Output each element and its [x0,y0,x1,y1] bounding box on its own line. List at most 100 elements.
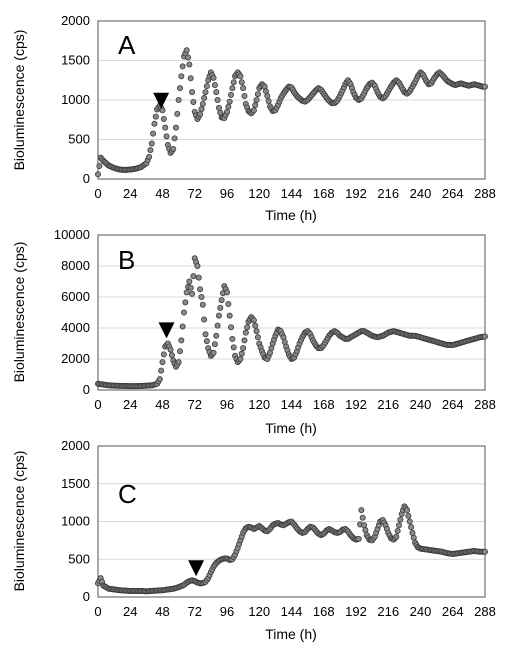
x-tick-labels: 0 24 48 72 96 120 144 168 192 216 240 264 288 [94,186,495,201]
data-point [186,61,193,68]
x-axis-title: Time (h) [265,207,317,223]
x-tick-label: 24 [123,604,137,619]
data-point [211,341,218,348]
data-point [210,74,217,81]
x-tick-label: 96 [220,604,234,619]
data-point [202,89,209,96]
data-series [95,255,488,390]
triangle-marker [158,322,175,339]
data-point [214,97,221,104]
x-tick-label: 216 [377,604,399,619]
data-point [189,89,196,96]
data-point [197,111,204,118]
data-point [195,274,202,281]
data-point [172,124,179,131]
data-point [150,130,157,137]
y-tick-label: 500 [68,551,90,566]
data-point [190,273,197,280]
data-point [189,290,196,297]
data-point [190,98,197,105]
data-point [218,297,225,304]
y-tick-label: 500 [68,132,90,147]
y-tick-label: 0 [83,382,90,397]
data-point [211,81,218,88]
data-point [198,106,205,113]
y-tick-label: 1500 [61,53,90,68]
x-tick-label: 216 [377,186,399,201]
data-point [171,135,178,142]
data-point [238,350,245,357]
panel-a: 0 500 1000 1500 2000 0 24 48 72 96 120 144 168 192 21… [11,13,496,223]
data-point [202,331,209,338]
data-point [163,133,170,140]
panel-label: A [118,30,136,60]
y-axis-title: Bioluminescence (cps) [11,242,27,383]
data-series [95,47,488,178]
data-point [160,351,167,358]
x-tick-label: 96 [220,397,234,412]
x-axis-title: Time (h) [265,420,317,436]
data-point [404,507,411,514]
triangle-marker [153,92,170,109]
data-point [481,83,488,90]
data-point [408,524,415,531]
x-tick-label: 72 [188,186,202,201]
data-point [167,346,174,353]
data-point [250,317,257,324]
data-point [178,337,185,344]
x-tick-label: 240 [410,397,432,412]
plot-frame [97,20,486,180]
data-point [194,262,201,269]
x-tick-label: 144 [281,604,303,619]
data-point [228,324,235,331]
data-point [203,83,210,90]
data-point [355,535,362,542]
plot-frame [97,234,486,391]
data-point [229,335,236,342]
x-tick-label: 120 [248,186,270,201]
x-tick-label: 288 [474,604,496,619]
data-point [254,334,261,341]
gridlines [98,60,485,140]
x-tick-label: 216 [377,397,399,412]
data-point [201,316,208,323]
data-point [254,91,261,98]
data-point [223,108,230,115]
data-point [148,140,155,147]
x-tick-label: 168 [313,397,335,412]
x-tick-label: 240 [410,604,432,619]
data-point [252,102,259,109]
panel-label: B [118,245,135,275]
data-point [187,75,194,82]
y-tick-label: 2000 [61,13,90,28]
data-point [95,171,102,178]
data-point [226,312,233,319]
x-tick-label: 264 [442,397,464,412]
panel-c: 0 500 1000 1500 2000 0 24 48 72 96 120 144 168 192 21… [11,438,496,642]
data-point [159,359,166,366]
data-point [186,278,193,285]
data-point [225,300,232,307]
panel-b: 0 2000 4000 6000 8000 10000 0 24 48 72 96 120 144 16… [11,227,496,436]
y-tick-labels: 0 2000 4000 6000 8000 10000 [54,227,90,397]
data-point [170,145,177,152]
data-point [152,113,159,120]
data-point [159,107,166,114]
y-tick-labels: 0 500 1000 1500 2000 [61,438,90,604]
x-tick-label: 192 [345,397,367,412]
data-point [175,97,182,104]
data-point [199,301,206,308]
data-point [182,299,189,306]
data-point [178,73,185,80]
data-point [210,349,217,356]
y-tick-label: 2000 [61,351,90,366]
x-tick-label: 288 [474,186,496,201]
y-tick-label: 4000 [61,320,90,335]
x-tick-label: 144 [281,397,303,412]
data-point [359,514,366,521]
x-tick-labels: 0 24 48 72 96 120 144 168 192 216 240 264 288 [94,397,495,412]
x-tick-label: 264 [442,604,464,619]
data-point [406,518,413,525]
data-point [198,293,205,300]
